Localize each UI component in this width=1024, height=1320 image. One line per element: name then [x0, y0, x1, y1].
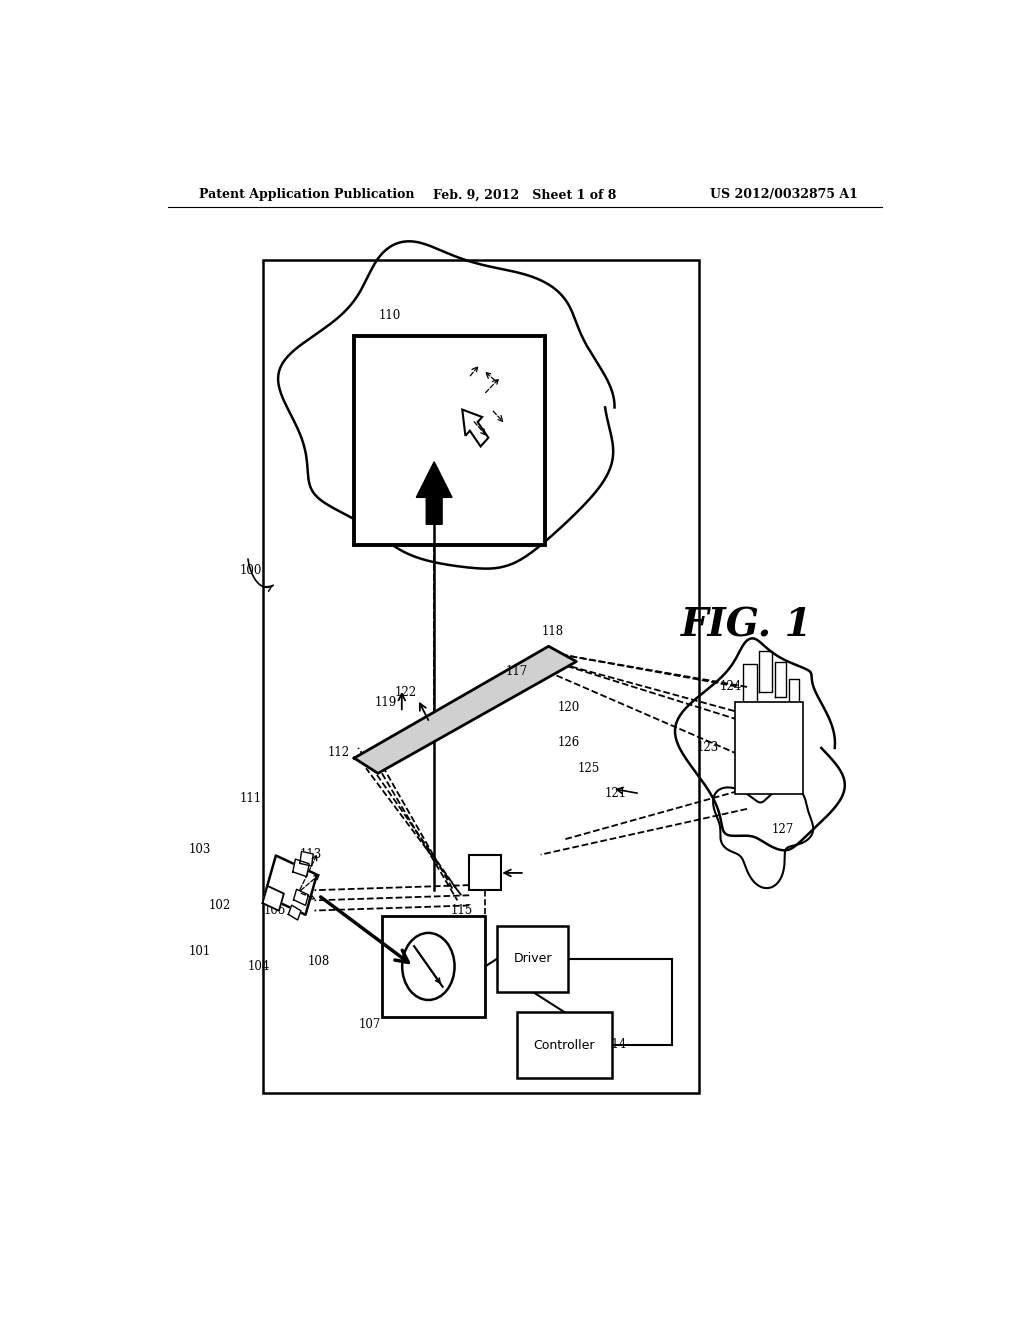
Text: 113: 113 — [299, 849, 322, 861]
Polygon shape — [264, 855, 316, 915]
Bar — [263, 260, 699, 1093]
Text: 128: 128 — [760, 767, 782, 780]
Bar — [517, 1012, 612, 1078]
Text: 106: 106 — [271, 879, 294, 891]
Text: 119: 119 — [375, 696, 397, 709]
Text: Driver: Driver — [513, 952, 552, 965]
Polygon shape — [262, 886, 284, 911]
Text: US 2012/0032875 A1: US 2012/0032875 A1 — [711, 189, 858, 202]
Bar — [382, 916, 485, 1018]
Polygon shape — [293, 859, 309, 876]
Text: 101: 101 — [188, 945, 211, 958]
Text: 103: 103 — [188, 843, 211, 857]
Text: 107: 107 — [358, 1018, 381, 1031]
Polygon shape — [289, 906, 301, 920]
Text: 120: 120 — [557, 701, 580, 714]
Text: 123: 123 — [696, 742, 719, 755]
Text: 114: 114 — [605, 1039, 627, 1051]
Text: Feb. 9, 2012   Sheet 1 of 8: Feb. 9, 2012 Sheet 1 of 8 — [433, 189, 616, 202]
Text: 104: 104 — [248, 960, 270, 973]
FancyArrow shape — [417, 462, 452, 524]
Text: Controller: Controller — [534, 1039, 595, 1052]
Text: 108: 108 — [307, 954, 330, 968]
Polygon shape — [294, 890, 308, 906]
Text: 109: 109 — [390, 366, 413, 379]
Text: 116: 116 — [542, 950, 563, 962]
Text: 111: 111 — [240, 792, 262, 805]
Text: 102: 102 — [208, 899, 230, 912]
FancyArrow shape — [462, 409, 488, 446]
Text: 115: 115 — [451, 904, 472, 917]
Bar — [735, 702, 803, 793]
Text: 122: 122 — [394, 685, 417, 698]
Text: 100: 100 — [240, 564, 262, 577]
Text: 126: 126 — [557, 737, 580, 750]
Text: 110: 110 — [379, 309, 401, 322]
Text: 129: 129 — [442, 437, 465, 450]
Text: 121: 121 — [605, 787, 627, 800]
Bar — [354, 337, 545, 545]
Text: FIG. 1: FIG. 1 — [681, 607, 813, 645]
Polygon shape — [354, 647, 577, 774]
Polygon shape — [300, 851, 313, 866]
Text: 117: 117 — [506, 665, 528, 678]
Text: 118: 118 — [542, 624, 563, 638]
Text: 127: 127 — [772, 822, 794, 836]
Text: Patent Application Publication: Patent Application Publication — [200, 189, 415, 202]
Bar — [497, 925, 568, 991]
Text: 112: 112 — [328, 747, 349, 759]
Text: 105: 105 — [263, 904, 286, 917]
Text: 125: 125 — [578, 762, 599, 775]
Bar — [469, 854, 501, 890]
Text: 124: 124 — [720, 680, 742, 693]
